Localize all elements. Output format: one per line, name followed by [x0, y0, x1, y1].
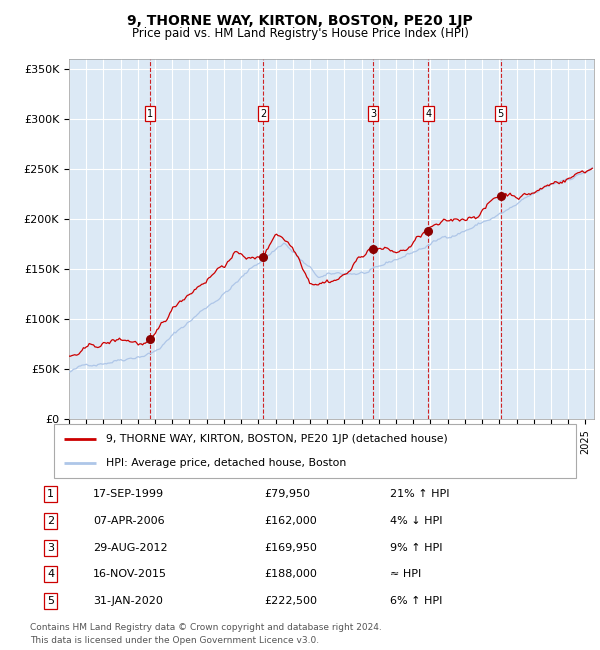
- Text: 5: 5: [47, 596, 54, 606]
- FancyBboxPatch shape: [54, 424, 576, 478]
- Text: Price paid vs. HM Land Registry's House Price Index (HPI): Price paid vs. HM Land Registry's House …: [131, 27, 469, 40]
- Text: 2: 2: [47, 516, 55, 526]
- Text: HPI: Average price, detached house, Boston: HPI: Average price, detached house, Bost…: [106, 458, 346, 469]
- Text: £162,000: £162,000: [265, 516, 317, 526]
- Text: 9% ↑ HPI: 9% ↑ HPI: [391, 543, 443, 552]
- Text: 2: 2: [260, 109, 266, 118]
- Text: 07-APR-2006: 07-APR-2006: [93, 516, 164, 526]
- Text: 4: 4: [47, 569, 55, 579]
- Text: £169,950: £169,950: [265, 543, 317, 552]
- Text: 31-JAN-2020: 31-JAN-2020: [93, 596, 163, 606]
- Text: 1: 1: [47, 489, 54, 499]
- Text: 5: 5: [497, 109, 504, 118]
- Text: 16-NOV-2015: 16-NOV-2015: [93, 569, 167, 579]
- Text: 21% ↑ HPI: 21% ↑ HPI: [391, 489, 450, 499]
- Text: 6% ↑ HPI: 6% ↑ HPI: [391, 596, 443, 606]
- Text: 3: 3: [47, 543, 54, 552]
- Text: 9, THORNE WAY, KIRTON, BOSTON, PE20 1JP (detached house): 9, THORNE WAY, KIRTON, BOSTON, PE20 1JP …: [106, 434, 448, 444]
- Text: £79,950: £79,950: [265, 489, 311, 499]
- Text: 29-AUG-2012: 29-AUG-2012: [93, 543, 167, 552]
- Text: 4: 4: [425, 109, 431, 118]
- Text: 3: 3: [370, 109, 376, 118]
- Text: 1: 1: [147, 109, 154, 118]
- Text: 9, THORNE WAY, KIRTON, BOSTON, PE20 1JP: 9, THORNE WAY, KIRTON, BOSTON, PE20 1JP: [127, 14, 473, 29]
- Text: £188,000: £188,000: [265, 569, 317, 579]
- Text: Contains HM Land Registry data © Crown copyright and database right 2024.: Contains HM Land Registry data © Crown c…: [30, 623, 382, 632]
- Text: This data is licensed under the Open Government Licence v3.0.: This data is licensed under the Open Gov…: [30, 636, 319, 645]
- Text: 17-SEP-1999: 17-SEP-1999: [93, 489, 164, 499]
- Text: ≈ HPI: ≈ HPI: [391, 569, 422, 579]
- Text: £222,500: £222,500: [265, 596, 318, 606]
- Text: 4% ↓ HPI: 4% ↓ HPI: [391, 516, 443, 526]
